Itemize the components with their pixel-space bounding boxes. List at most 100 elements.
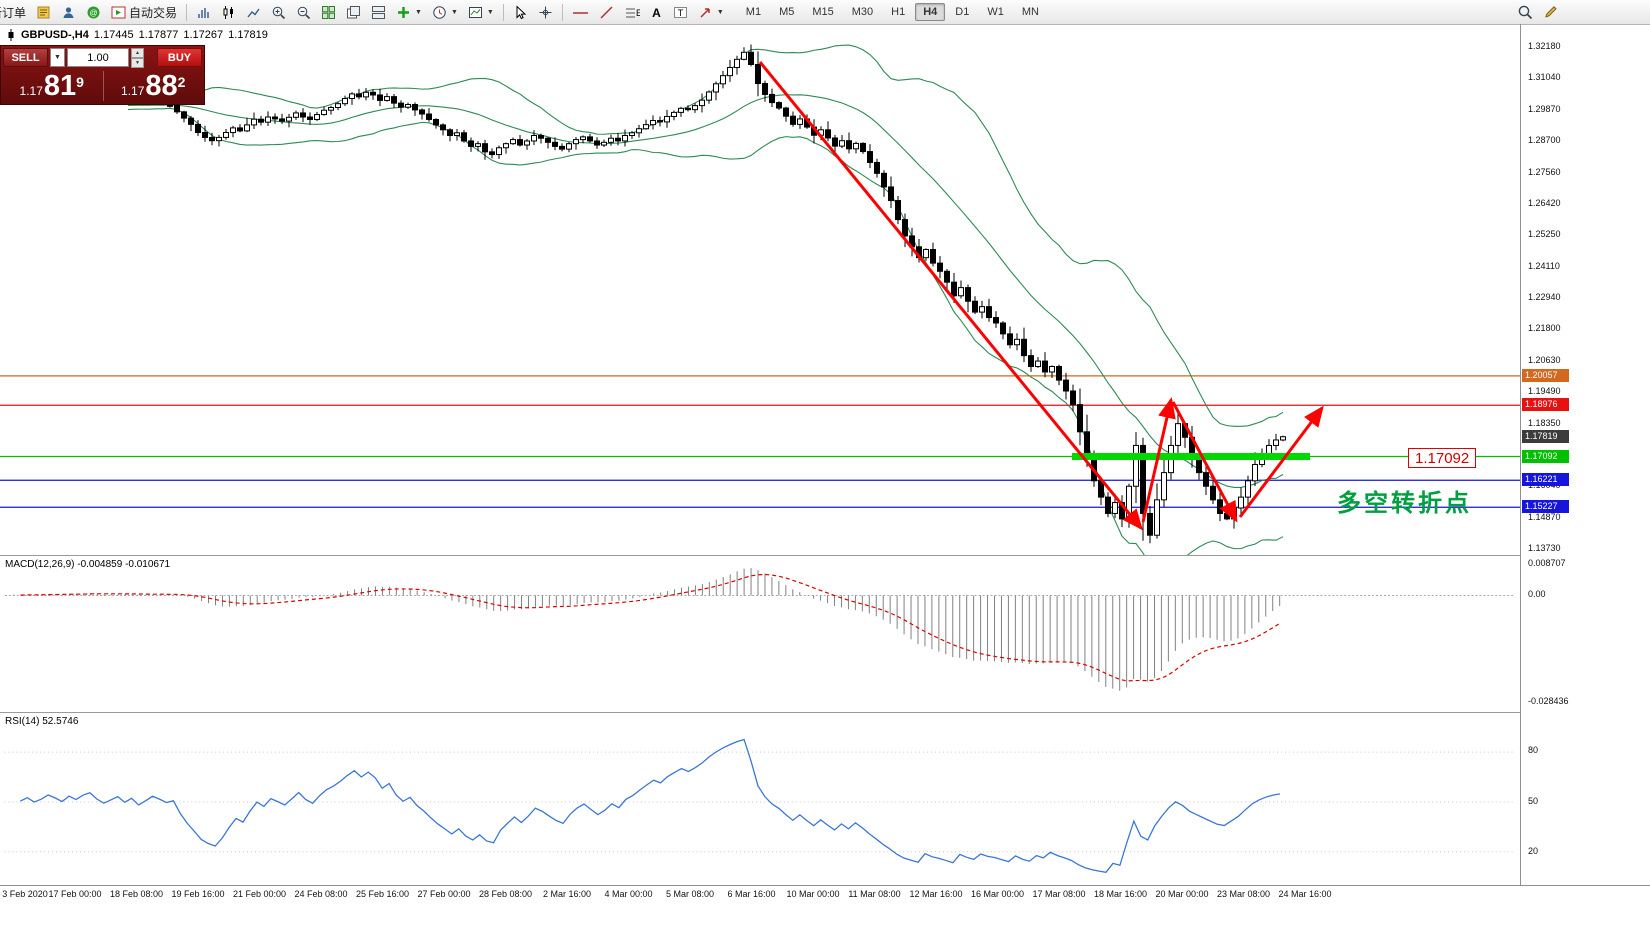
templates-icon bbox=[468, 6, 482, 18]
time-axis-label: 6 Mar 16:00 bbox=[727, 889, 776, 899]
macd-axis-max: 0.008707 bbox=[1528, 558, 1566, 568]
chart-header: GBPUSD-,H4 1.17445 1.17877 1.17267 1.178… bbox=[6, 29, 268, 41]
time-axis-label: 18 Mar 16:00 bbox=[1093, 889, 1148, 899]
cursor-icon bbox=[516, 4, 527, 19]
buy-button[interactable]: BUY bbox=[157, 48, 202, 67]
arrows-tool-button[interactable]: ▼ bbox=[694, 2, 728, 23]
timeframe-w1[interactable]: W1 bbox=[987, 6, 1004, 18]
volume-dropdown[interactable]: ▼ bbox=[50, 48, 65, 67]
crosshair-button[interactable] bbox=[534, 2, 557, 23]
line-chart-button[interactable] bbox=[242, 2, 265, 23]
rsi-axis-label: 50 bbox=[1528, 795, 1539, 806]
macd-panel-canvas[interactable] bbox=[0, 555, 1520, 712]
time-axis: 3 Feb 2020 17 Feb 00:00 18 Feb 08:00 19 Feb… bbox=[0, 886, 1650, 906]
main-chart-canvas[interactable] bbox=[0, 24, 1520, 555]
periods-button[interactable]: ▼ bbox=[428, 2, 462, 23]
arrange-windows-button[interactable] bbox=[367, 2, 390, 23]
trendline-button[interactable] bbox=[595, 2, 618, 23]
macd-signal-line bbox=[20, 573, 1280, 682]
macd-histogram-layer bbox=[6, 568, 1281, 691]
volume-spinner: ▲ ▼ bbox=[131, 48, 144, 68]
price-marker: 1.20057 bbox=[1522, 368, 1569, 382]
zoom-in-button[interactable] bbox=[267, 2, 290, 23]
timeframe-m30[interactable]: M30 bbox=[851, 6, 874, 18]
text-label-button[interactable]: T bbox=[669, 2, 692, 23]
candles-layer bbox=[167, 44, 1286, 544]
timeframe-mn[interactable]: MN bbox=[1021, 6, 1039, 18]
indicators-caret-icon: ▼ bbox=[415, 8, 422, 16]
time-axis-label: 18 Feb 08:00 bbox=[109, 889, 164, 899]
indicators-button[interactable]: ▼ bbox=[392, 2, 426, 23]
pencil-icon bbox=[1545, 6, 1557, 18]
search-button[interactable] bbox=[1513, 2, 1537, 23]
navigator-button[interactable] bbox=[57, 2, 80, 23]
toolbar-separator bbox=[186, 3, 188, 21]
price-axis-label: 1.32180 bbox=[1528, 41, 1561, 51]
buy-price-big: 88 bbox=[145, 70, 178, 102]
time-axis-label: 21 Feb 00:00 bbox=[232, 889, 287, 899]
timeframe-m15[interactable]: M15 bbox=[812, 6, 834, 18]
buy-price-prefix: 1.17 bbox=[121, 84, 145, 98]
market-watch-button[interactable] bbox=[32, 2, 55, 23]
line-chart-icon bbox=[247, 8, 260, 17]
timeframe-m1[interactable]: M1 bbox=[745, 6, 762, 18]
time-axis-label: 24 Mar 16:00 bbox=[1278, 889, 1332, 899]
text-button[interactable]: A bbox=[646, 2, 667, 23]
one-click-trading-panel: SELL ▼ ▲ ▼ BUY 1.17 81 9 1.17 88 2 bbox=[0, 45, 205, 105]
new-order-label: 新订单 bbox=[0, 5, 27, 20]
buy-price[interactable]: 1.17 88 2 bbox=[103, 69, 205, 104]
time-axis-label: 5 Mar 08:00 bbox=[665, 889, 715, 899]
buy-price-sup: 2 bbox=[177, 74, 186, 90]
price-callout[interactable]: 1.17092 bbox=[1408, 448, 1477, 468]
templates-button[interactable]: ▼ bbox=[464, 2, 498, 23]
arrange-windows-icon bbox=[372, 5, 386, 19]
time-axis-label: 25 Feb 16:00 bbox=[355, 889, 410, 899]
rsi-title: RSI(14) 52.5746 bbox=[5, 716, 79, 727]
candlestick-chart-button[interactable] bbox=[217, 2, 240, 23]
fibonacci-icon: E bbox=[625, 8, 640, 18]
bid-ask-display: 1.17 81 9 1.17 88 2 bbox=[1, 69, 204, 104]
time-axis-label: 10 Mar 00:00 bbox=[786, 889, 840, 899]
timeframe-h4[interactable]: H4 bbox=[915, 3, 946, 21]
price-axis: 1.32180 1.31040 1.29870 1.28700 1.27560 1.264… bbox=[1521, 24, 1650, 885]
new-order-button[interactable]: 新订单 bbox=[0, 2, 30, 23]
crosshair-icon bbox=[539, 6, 552, 18]
timeframe-d1[interactable]: D1 bbox=[955, 6, 970, 18]
sell-button[interactable]: SELL bbox=[3, 48, 48, 67]
terminal-button[interactable]: @ bbox=[82, 2, 105, 23]
rsi-axis-label: 20 bbox=[1528, 845, 1539, 856]
period-clock-icon bbox=[433, 5, 446, 19]
bar-chart-button[interactable] bbox=[192, 2, 215, 23]
horizontal-line-button[interactable] bbox=[568, 2, 593, 23]
chart-low: 1.17267 bbox=[183, 29, 224, 41]
time-axis-label: 16 Mar 00:00 bbox=[970, 889, 1025, 899]
rsi-axis-label: 80 bbox=[1528, 745, 1539, 756]
edit-button[interactable] bbox=[1539, 2, 1563, 23]
rsi-panel-canvas[interactable] bbox=[0, 712, 1520, 885]
time-axis-label: 17 Mar 08:00 bbox=[1032, 889, 1086, 899]
current-price-marker: 1.17819 bbox=[1522, 429, 1569, 443]
cascade-windows-icon bbox=[347, 5, 361, 18]
volume-down-button[interactable]: ▼ bbox=[131, 58, 144, 68]
cursor-button[interactable] bbox=[509, 2, 532, 23]
price-axis-label: 1.21800 bbox=[1528, 323, 1561, 334]
time-axis-label: 23 Mar 08:00 bbox=[1216, 889, 1271, 899]
rsi-line bbox=[20, 738, 1281, 873]
timeframe-group: M1 M5 M15 M30 H1 H4 D1 W1 MN bbox=[737, 3, 1048, 21]
time-axis-label: 24 Feb 08:00 bbox=[294, 889, 348, 899]
price-axis-label: 1.19490 bbox=[1528, 386, 1561, 397]
svg-text:@: @ bbox=[89, 8, 97, 17]
timeframe-m5[interactable]: M5 bbox=[779, 6, 795, 18]
timeframe-h1[interactable]: H1 bbox=[891, 6, 906, 18]
indicators-icon bbox=[398, 6, 410, 18]
sell-price[interactable]: 1.17 81 9 bbox=[1, 69, 103, 104]
zoom-out-button[interactable] bbox=[292, 2, 315, 23]
autotrading-button[interactable]: 自动交易 bbox=[107, 2, 181, 23]
tile-windows-button[interactable] bbox=[317, 2, 340, 23]
time-axis-label: 4 Mar 00:00 bbox=[604, 889, 653, 899]
volume-up-button[interactable]: ▲ bbox=[131, 48, 144, 58]
volume-input[interactable] bbox=[67, 48, 129, 67]
cascade-windows-button[interactable] bbox=[342, 2, 365, 23]
fibonacci-button[interactable]: E bbox=[620, 2, 644, 23]
